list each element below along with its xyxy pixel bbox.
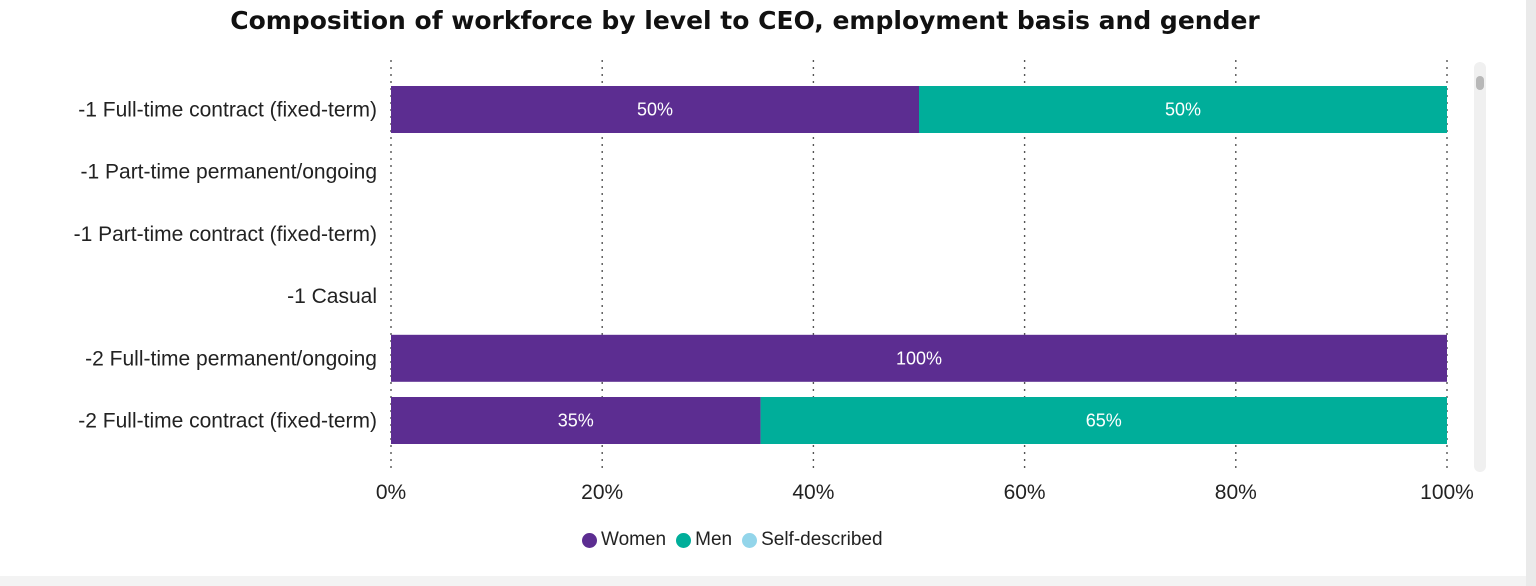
bar-women-5[interactable] bbox=[391, 397, 761, 444]
x-tick-label: 0% bbox=[376, 481, 406, 504]
bars: 50% 50% 100% 35% 65% bbox=[391, 86, 1447, 444]
x-axis-tick-labels: 0% 20% 40% 60% 80% 100% bbox=[376, 481, 1474, 504]
legend-item-men[interactable]: Men bbox=[676, 529, 732, 551]
x-tick-label: 60% bbox=[1004, 481, 1046, 504]
legend-label: Men bbox=[695, 529, 733, 550]
x-tick-label: 100% bbox=[1420, 481, 1474, 504]
chart-panel: Composition of workforce by level to CEO… bbox=[0, 0, 1526, 576]
vertical-scrollbar[interactable] bbox=[1474, 62, 1486, 472]
legend-swatch bbox=[676, 532, 692, 548]
bar-women-4[interactable] bbox=[391, 334, 1447, 382]
bar-women-0[interactable] bbox=[391, 86, 919, 133]
bar-men-5[interactable] bbox=[760, 397, 1447, 444]
x-tick-label: 20% bbox=[581, 481, 623, 504]
category-label: -1 Part-time contract (fixed-term) bbox=[74, 223, 377, 246]
data-label: 50% bbox=[637, 100, 673, 120]
category-label: -2 Full-time contract (fixed-term) bbox=[78, 410, 377, 433]
category-label: -1 Casual bbox=[287, 285, 377, 308]
data-label: 65% bbox=[1086, 411, 1122, 431]
legend-label: Women bbox=[601, 529, 667, 550]
x-tick-label: 40% bbox=[792, 481, 834, 504]
data-label: 50% bbox=[1165, 100, 1201, 120]
chart-title: Composition of workforce by level to CEO… bbox=[230, 6, 1260, 35]
category-labels: -1 Full-time contract (fixed-term) -1 Par… bbox=[74, 99, 377, 433]
category-label: -1 Part-time permanent/ongoing bbox=[81, 161, 378, 184]
panel-edge bbox=[1526, 0, 1536, 586]
chart-plot: 50% 50% 100% 35% 65% -1 Full-time contract (… bbox=[74, 60, 1474, 504]
x-tick-label: 80% bbox=[1215, 481, 1257, 504]
scrollbar-thumb[interactable] bbox=[1476, 76, 1484, 90]
bar-men-0[interactable] bbox=[919, 86, 1447, 133]
grid-lines bbox=[390, 60, 1448, 470]
legend-item-self-described[interactable]: Self-described bbox=[742, 529, 883, 551]
legend-swatch bbox=[742, 532, 758, 548]
category-label: -1 Full-time contract (fixed-term) bbox=[78, 99, 377, 122]
legend-item-women[interactable]: Women bbox=[582, 529, 666, 551]
data-label: 100% bbox=[896, 348, 942, 368]
data-label: 35% bbox=[558, 411, 594, 431]
legend-swatch bbox=[582, 532, 597, 548]
legend: Women Men Self-described bbox=[582, 529, 893, 551]
category-label: -2 Full-time permanent/ongoing bbox=[85, 347, 377, 370]
legend-label: Self-described bbox=[761, 529, 883, 550]
